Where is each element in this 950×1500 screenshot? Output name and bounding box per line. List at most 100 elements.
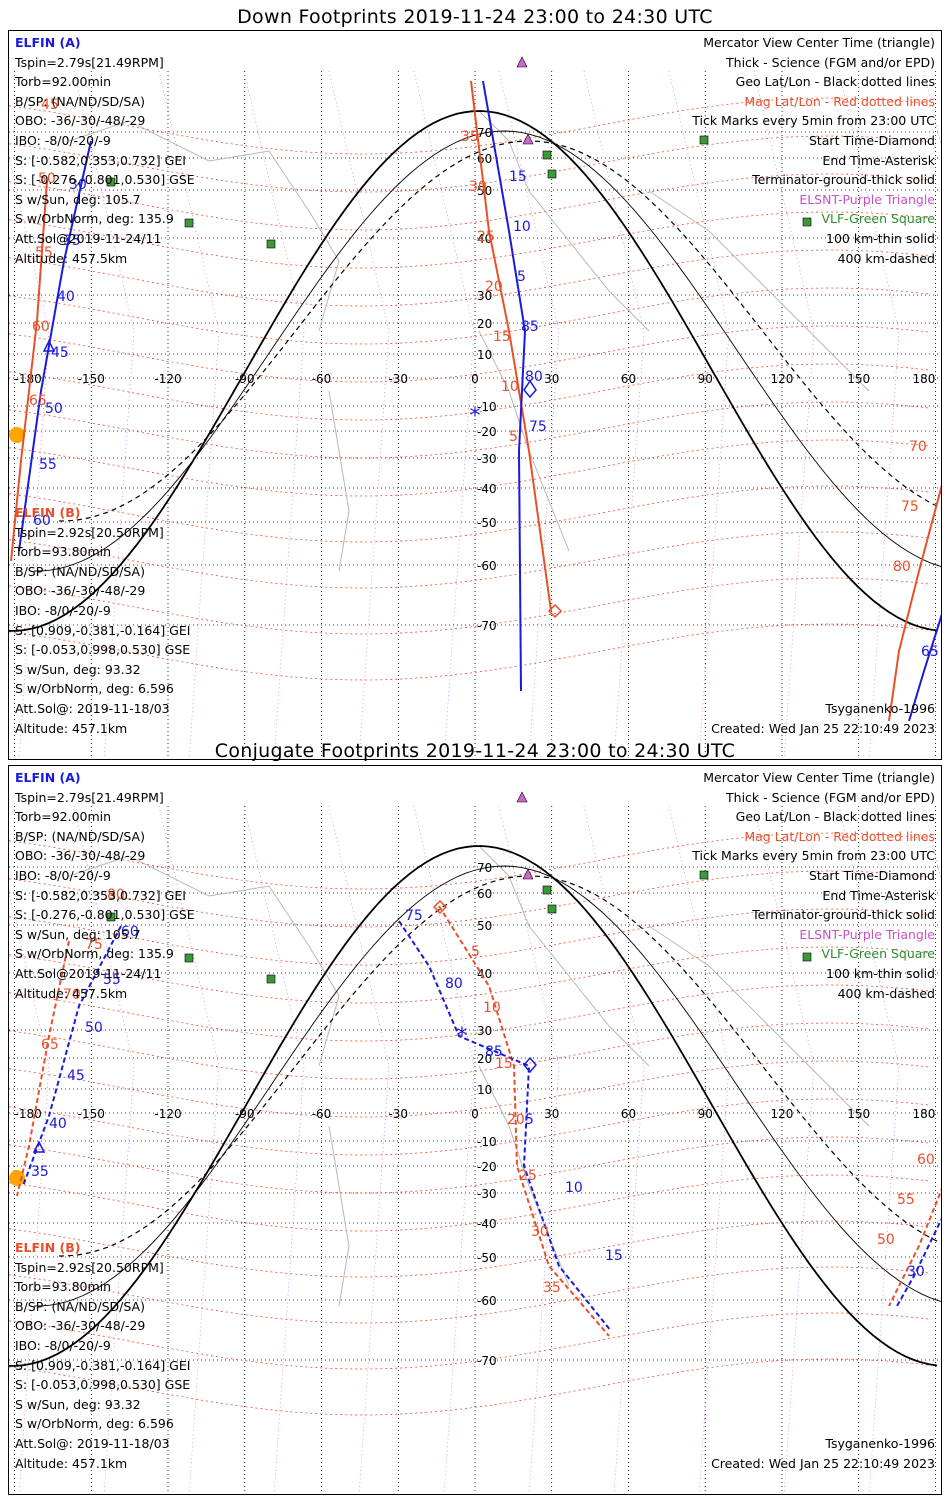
- info-line: S: [-0.053,0.998,0.530] GSE: [15, 1377, 191, 1393]
- lat-tick-label: 20: [477, 1052, 492, 1066]
- mag-parallel: [9, 97, 930, 155]
- mag-parallel: [9, 1220, 930, 1278]
- track-time-label: 35: [543, 1280, 561, 1296]
- lat-tick-label: -70: [477, 619, 497, 633]
- lat-tick-label: 20: [477, 317, 492, 331]
- vlf-square: [106, 912, 116, 922]
- lat-tick-label: -10: [477, 400, 497, 414]
- vlf-square: [184, 218, 194, 228]
- lat-tick-label: 50: [477, 919, 492, 933]
- mag-parallel: [9, 531, 930, 589]
- elfin-b-header: ELFIN (B): [15, 505, 81, 520]
- info-line: OBO: -36/-30/-48/-29: [15, 1318, 146, 1334]
- vlf-square: [542, 150, 552, 160]
- mag-meridian: [413, 70, 475, 759]
- elfin-a-info: ELFIN (A) Tspin=2.79s[21.49RPM] Torb=92.0…: [15, 33, 195, 266]
- mag-parallel: [9, 908, 930, 966]
- mag-meridian: [753, 805, 815, 1494]
- title-down: Down Footprints 2019-11-24 23:00 to 24:3…: [237, 6, 713, 28]
- info-line: Att.Sol@: 2019-11-18/03: [15, 700, 170, 716]
- info-line: Torb=93.80min: [15, 1279, 112, 1295]
- mag-parallel: [9, 984, 930, 1042]
- legend-item: Thick - Science (FGM and/or EPD): [726, 789, 935, 805]
- track-time-label: 75: [901, 499, 919, 515]
- mag-meridian: [838, 805, 900, 1494]
- mag-meridian: [583, 805, 645, 1494]
- track-time-label: 70: [909, 439, 927, 455]
- track-time-label: 30: [907, 1264, 925, 1280]
- track-time-label: 55: [39, 457, 57, 473]
- info-line: Att.Sol@: 2019-11-18/03: [15, 1435, 170, 1451]
- lon-tick-label: -120: [154, 1107, 181, 1121]
- mag-parallel: [9, 135, 930, 193]
- lon-tick-label: 120: [771, 372, 794, 386]
- info-line: S: [-0.276,-0.801,0.530] GSE: [15, 172, 195, 188]
- info-line: OBO: -36/-30/-48/-29: [15, 583, 146, 599]
- coastline: [478, 845, 650, 1067]
- lat-tick-label: -60: [477, 1294, 497, 1308]
- mag-parallel: [9, 439, 930, 497]
- mag-parallel: [9, 1174, 930, 1232]
- lat-tick-label: 10: [477, 1083, 492, 1097]
- legend-item: 400 km-dashed: [837, 250, 935, 266]
- elsnt-triangle: [516, 791, 528, 803]
- track-time-label: 60: [121, 924, 139, 940]
- track-time-label: 60: [32, 319, 50, 335]
- vlf-square: [266, 239, 276, 249]
- lat-tick-label: -10: [477, 1135, 497, 1149]
- legend: Mercator View Center Time (triangle) Thic…: [692, 768, 935, 1003]
- lat-tick-label: 30: [477, 289, 492, 303]
- elfin-a-track-east: [896, 1217, 941, 1307]
- info-line: Att.Sol@2019-11-24/11: [15, 230, 162, 246]
- mag-meridian: [498, 70, 560, 759]
- lat-tick-label: -40: [477, 482, 497, 496]
- track-time-label: 30: [69, 177, 87, 193]
- track-time-label: 5: [517, 269, 526, 285]
- track-time-label: 20: [507, 1112, 525, 1128]
- track-time-label: 5: [509, 429, 518, 445]
- track-time-label: 15: [493, 329, 511, 345]
- info-line: S: [-0.582,0.353,0.732] GEI: [15, 152, 186, 168]
- track-time-label: 60: [33, 513, 51, 529]
- lat-tick-label: 30: [477, 1024, 492, 1038]
- track-time-label: 85: [521, 319, 539, 335]
- mag-parallel: [9, 401, 930, 459]
- track-time-label: 10: [513, 219, 531, 235]
- mag-meridian: [243, 70, 305, 759]
- coastline: [328, 1125, 350, 1307]
- mag-meridian: [73, 805, 135, 1494]
- vlf-square: [106, 177, 116, 187]
- lat-tick-label: -50: [477, 516, 497, 530]
- elfin-a-info: ELFIN (A) Tspin=2.79s[21.49RPM] Torb=92.0…: [15, 768, 195, 1001]
- track-time-label: 40: [49, 1116, 67, 1132]
- info-line: Torb=92.00min: [15, 809, 112, 825]
- sun-icon: [9, 427, 25, 443]
- mag-parallel: [9, 287, 930, 345]
- start-diamond: [523, 379, 537, 399]
- terminator-100km: [33, 130, 941, 572]
- info-line: S: [-0.582,0.353,0.732] GEI: [15, 887, 186, 903]
- lat-tick-label: -20: [477, 1160, 497, 1174]
- info-line: Torb=93.80min: [15, 544, 112, 560]
- mag-parallel: [9, 623, 930, 681]
- mag-parallel: [9, 485, 930, 543]
- track-time-label: 80: [893, 559, 911, 575]
- lat-tick-label: -50: [477, 1251, 497, 1265]
- track-time-label: 10: [483, 1000, 501, 1016]
- track-time-label: 55: [35, 245, 53, 261]
- lon-tick-label: -60: [312, 372, 332, 386]
- lon-tick-label: 90: [698, 1107, 713, 1121]
- track-time-label: 45: [67, 1068, 85, 1084]
- lon-tick-label: -30: [388, 372, 408, 386]
- legend-item: Tick Marks every 5min from 23:00 UTC: [692, 113, 935, 129]
- track-time-label: 80: [445, 976, 463, 992]
- legend-item: Tick Marks every 5min from 23:00 UTC: [692, 848, 935, 864]
- track-time-label: 35: [63, 233, 81, 249]
- lon-tick-label: 60: [621, 1107, 636, 1121]
- info-line: Altitude: 457.1km: [15, 720, 128, 736]
- info-line: B/SP: (NA/ND/SD/SA): [15, 93, 145, 109]
- elfin-a-lines: Tspin=2.79s[21.49RPM] Torb=92.00min B/SP: …: [15, 788, 195, 1001]
- vlf-square: [547, 904, 557, 914]
- legend-item: End Time-Asterisk: [822, 887, 935, 903]
- sun-icon: [9, 1170, 25, 1186]
